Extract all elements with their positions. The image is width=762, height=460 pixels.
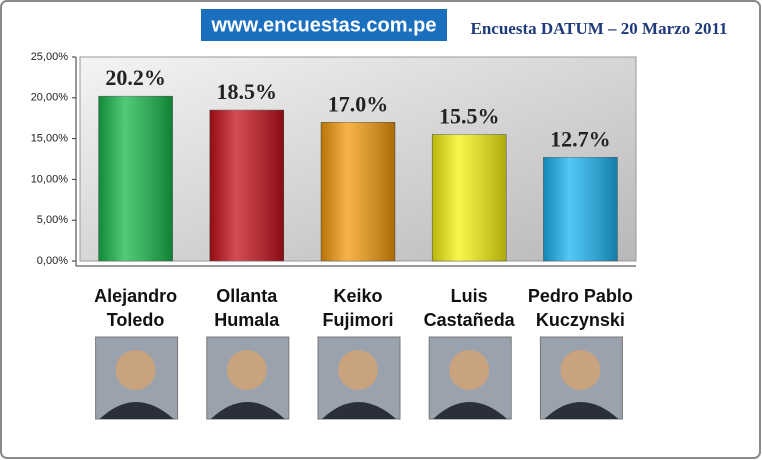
y-tick-label: 10,00% [31,173,69,185]
x-tick-label: Pedro Pablo Kuczynski [527,286,633,330]
y-tick-label: 15,00% [31,133,69,145]
value-label: 20.2% [105,65,166,90]
x-tick-label: Keiko Fujimori [322,286,394,330]
chart-subtitle: Encuesta DATUM – 20 Marzo 2011 [470,19,727,38]
bar-shade [432,134,507,261]
x-tick-label: Alejandro Toledo [94,286,178,330]
value-label: 18.5% [217,79,278,104]
chart-title: www.encuestas.com.pe [211,14,437,36]
photo-body [544,402,619,419]
photo-face [449,350,490,390]
bar-shade [98,96,173,261]
value-label: 15.5% [439,104,500,129]
bar-shade [209,110,284,261]
x-tick-label: Ollanta Humala [214,286,280,330]
x-tick-label: Luis Castañeda [423,286,515,330]
photo-face [115,350,156,390]
photo-face [560,350,601,390]
photo-body [210,402,285,419]
y-tick-label: 0,00% [37,255,68,267]
photo-body [99,402,174,419]
bar-shade [543,157,618,261]
value-label: 17.0% [328,91,389,116]
photo-body [322,402,396,419]
bar-shade [321,122,395,261]
y-tick-label: 5,00% [37,214,68,226]
photo-face [338,350,378,390]
title-box [201,9,447,41]
photo-body [433,402,508,419]
value-label: 12.7% [550,126,611,151]
y-tick-label: 20,00% [31,92,69,104]
y-tick-label: 25,00% [31,51,69,63]
photo-face [226,350,267,390]
